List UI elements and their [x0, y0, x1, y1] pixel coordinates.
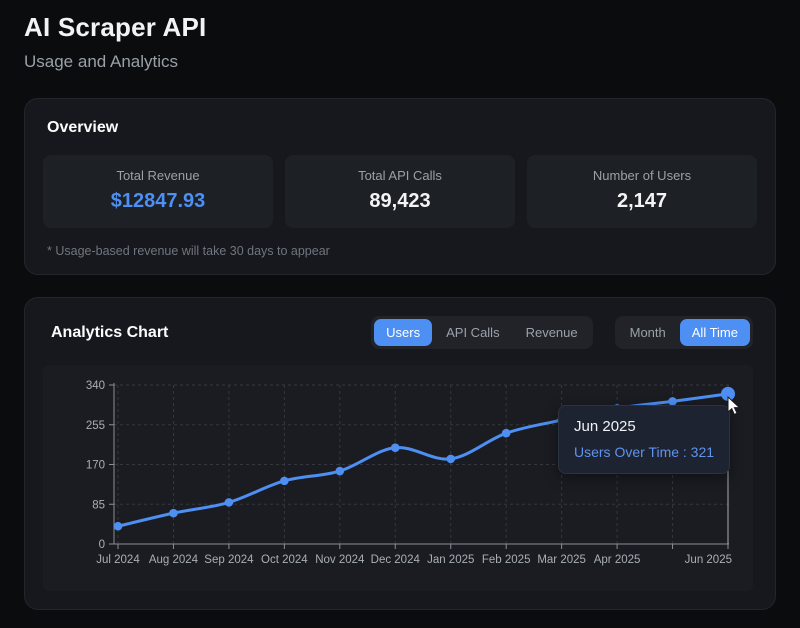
stat-number-of-users: Number of Users 2,147: [527, 155, 757, 228]
x-tick-label: Jul 2024: [96, 554, 140, 566]
api-calls-tab[interactable]: API Calls: [434, 319, 511, 346]
y-tick-label: 340: [86, 380, 105, 392]
page-title: AI Scraper API: [24, 12, 207, 42]
metric-button-group: Users API Calls Revenue: [371, 316, 593, 349]
analytics-card: Analytics Chart Users API Calls Revenue …: [24, 297, 776, 610]
data-point[interactable]: [446, 454, 456, 464]
x-tick-label: Feb 2025: [482, 554, 531, 566]
x-tick-label: Aug 2024: [149, 554, 199, 566]
tooltip-value: Users Over Time : 321: [574, 444, 715, 460]
data-point[interactable]: [390, 443, 400, 452]
x-tick-label: Nov 2024: [315, 554, 365, 566]
month-tab[interactable]: Month: [618, 319, 678, 346]
chart-tooltip: Jun 2025 Users Over Time : 321: [558, 405, 731, 474]
x-tick-label: Mar 2025: [537, 554, 586, 566]
page-subtitle: Usage and Analytics: [24, 52, 179, 71]
chart-area[interactable]: 0 85 170 255 340 Jul 2024 Aug 2024 Sep 2024 Oct …: [43, 365, 753, 591]
stat-total-revenue: Total Revenue $12847.93: [43, 155, 273, 228]
data-point-highlighted[interactable]: [721, 386, 735, 401]
tooltip-title: Jun 2025: [574, 418, 636, 435]
stat-value: 2,147: [616, 190, 668, 212]
data-point[interactable]: [335, 466, 345, 476]
stat-value: $12847.93: [110, 190, 206, 212]
all-time-tab[interactable]: All Time: [679, 319, 750, 346]
stat-total-api-calls: Total API Calls 89,423: [285, 155, 515, 228]
users-tab[interactable]: Users: [374, 319, 433, 346]
stat-value: 89,423: [369, 190, 431, 212]
stat-label: Total Revenue: [116, 168, 200, 183]
x-tick-label: Apr 2025: [594, 554, 641, 566]
data-point[interactable]: [668, 397, 677, 406]
chart-controls: Users API Calls Revenue Month All Time: [371, 316, 753, 349]
data-point[interactable]: [501, 428, 511, 438]
revenue-footnote: * Usage-based revenue will take 30 days …: [47, 244, 330, 258]
range-button-group: Month All Time: [614, 316, 753, 349]
chart-header: Analytics Chart Users API Calls Revenue …: [43, 316, 757, 349]
stat-label: Total API Calls: [358, 168, 442, 183]
data-point[interactable]: [280, 476, 289, 486]
y-tick-label: 170: [86, 460, 105, 472]
x-tick-label: Sep 2024: [204, 554, 254, 566]
data-point[interactable]: [224, 498, 234, 507]
x-tick-label: Dec 2024: [371, 554, 421, 566]
x-tick-label: Oct 2024: [261, 554, 308, 566]
stats-row: Total Revenue $12847.93 Total API Calls …: [43, 155, 757, 228]
overview-title: Overview: [47, 119, 119, 136]
stat-label: Number of Users: [592, 168, 692, 183]
analytics-line-chart[interactable]: 0 85 170 255 340 Jul 2024 Aug 2024 Sep 2024 Oct …: [43, 365, 753, 591]
y-tick-label: 85: [92, 499, 105, 511]
overview-card: Overview Total Revenue $12847.93 Total A…: [24, 98, 776, 275]
y-tick-label: 0: [99, 539, 105, 551]
x-tick-label: Jan 2025: [427, 554, 474, 566]
x-tick-label: Jun 2025: [685, 554, 732, 566]
data-point[interactable]: [169, 508, 178, 518]
y-tick-label: 255: [86, 420, 105, 432]
data-point[interactable]: [113, 521, 123, 531]
dashboard-page: AI Scraper API Usage and Analytics Overv…: [24, 12, 776, 610]
analytics-title: Analytics Chart: [51, 323, 169, 341]
revenue-tab[interactable]: Revenue: [514, 319, 590, 346]
